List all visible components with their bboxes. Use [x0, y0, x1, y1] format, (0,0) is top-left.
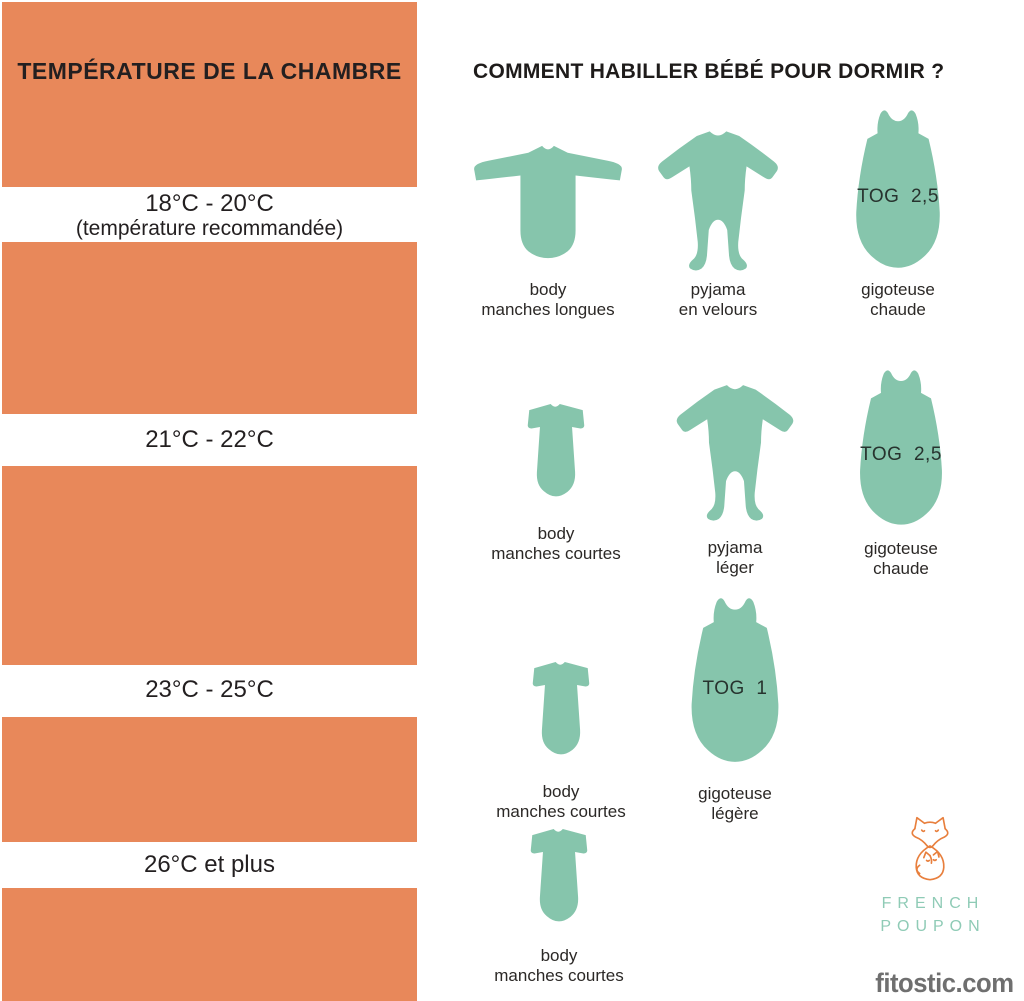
- temperature-band-2: 21°C - 22°C: [2, 426, 417, 453]
- brand-name-line1: FRENCH: [881, 895, 985, 912]
- bodysuit-short-sleeve-icon: [514, 390, 598, 512]
- dressing-title: COMMENT HABILLER BÉBÉ POUR DORMIR ?: [473, 60, 945, 83]
- temperature-band-3: 23°C - 25°C: [2, 676, 417, 703]
- tog-badge: TOG 2,5: [860, 444, 942, 465]
- orange-block-5: [2, 888, 417, 1001]
- temperature-band-1: 18°C - 20°C (température recommandée): [2, 190, 417, 242]
- bodysuit-short-sleeve-icon: [519, 648, 603, 770]
- bodysuit-long-sleeve-icon: [469, 140, 627, 268]
- footed-pyjama-icon: [652, 124, 784, 276]
- watermark: fitostic.com: [875, 968, 1015, 998]
- clothing-item: body manches courtes: [474, 818, 644, 986]
- clothing-item: body manches longues: [463, 140, 633, 320]
- room-temperature-title: TEMPÉRATURE DE LA CHAMBRE: [17, 58, 402, 84]
- clothing-item: body manches courtes: [471, 390, 641, 564]
- orange-block-3: [2, 466, 417, 665]
- temperature-range: 18°C - 20°C: [145, 190, 274, 217]
- clothing-item: TOG 1 gigoteuse légère: [650, 580, 820, 824]
- temperature-range: 23°C - 25°C: [145, 676, 274, 703]
- item-label: gigoteuse légère: [698, 784, 772, 824]
- tog-badge: TOG 1: [702, 678, 768, 699]
- item-label: pyjama léger: [707, 538, 763, 578]
- item-label: gigoteuse chaude: [864, 539, 938, 579]
- item-label: gigoteuse chaude: [861, 280, 935, 320]
- item-label: body manches longues: [481, 280, 615, 320]
- footed-pyjama-icon: [671, 378, 799, 526]
- item-label: body manches courtes: [491, 524, 621, 564]
- item-label: pyjama en velours: [678, 280, 758, 320]
- item-label: body manches courtes: [494, 946, 624, 986]
- temperature-band-4: 26°C et plus: [2, 851, 417, 878]
- clothing-item: pyjama léger: [650, 378, 820, 578]
- orange-block-4: [2, 717, 417, 842]
- brand-name-line2: POUPON: [880, 918, 986, 936]
- temperature-range: 21°C - 22°C: [145, 426, 274, 453]
- tog-badge: TOG 2,5: [857, 186, 939, 207]
- temperature-note: (température recommandée): [75, 217, 344, 241]
- brand-logo: FRENCH POUPON: [869, 812, 991, 938]
- clothing-item: pyjama en velours: [633, 124, 803, 320]
- clothing-item: TOG 2,5 gigoteuse chaude: [813, 98, 983, 320]
- clothing-item: body manches courtes: [476, 648, 646, 822]
- bodysuit-short-sleeve-icon: [517, 818, 601, 934]
- orange-block-2: [2, 242, 417, 414]
- fox-icon: [899, 812, 961, 882]
- clothing-item: TOG 2,5 gigoteuse chaude: [816, 358, 986, 579]
- temperature-range: 26°C et plus: [143, 851, 275, 878]
- orange-block-1: [2, 2, 417, 187]
- item-label: body manches courtes: [496, 782, 626, 822]
